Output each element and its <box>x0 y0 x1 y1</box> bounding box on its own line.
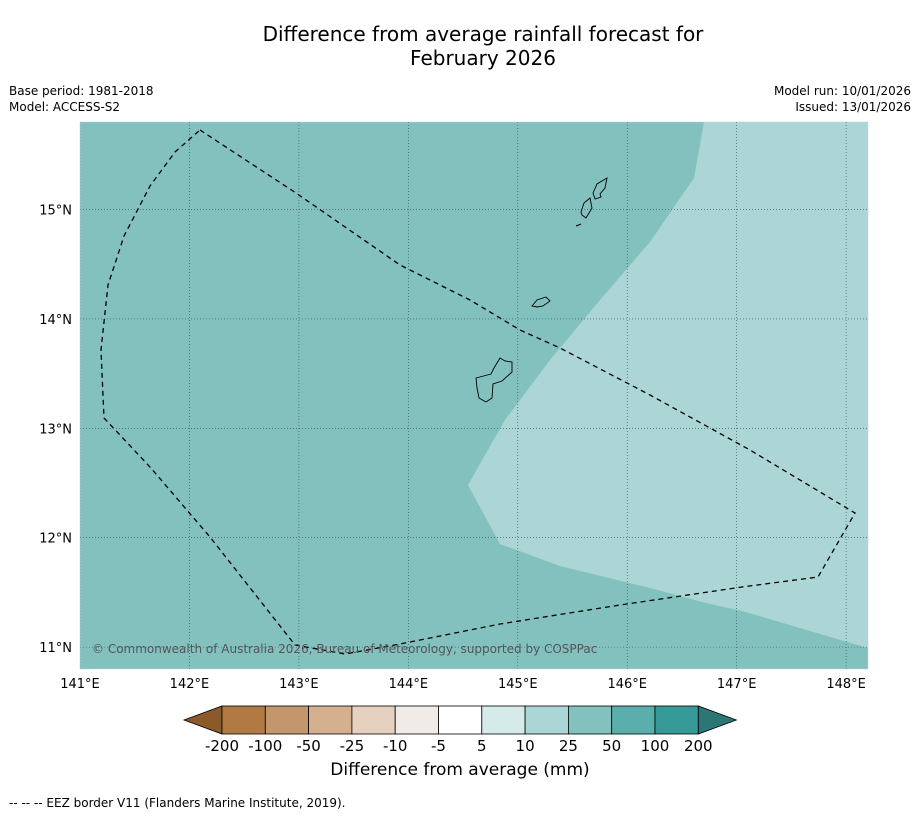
lon-tick-label: 145°E <box>498 677 538 692</box>
chart-title: Difference from average rainfall forecas… <box>0 22 919 70</box>
eez-border <box>100 129 856 655</box>
lon-tick-label: 142°E <box>170 677 210 692</box>
map-area: © Commonwealth of Australia 2026, Bureau… <box>80 122 868 669</box>
colorbar-segment <box>481 705 526 735</box>
colorbar-tick-label: 200 <box>684 737 713 755</box>
colorbar-segment <box>654 705 699 735</box>
colorbar-tick-label: 100 <box>641 737 670 755</box>
colorbar-segment <box>264 705 309 735</box>
colorbar-tick-label: -200 <box>205 737 239 755</box>
colorbar-tick-label: 50 <box>602 737 621 755</box>
anomaly-region-10-25mm <box>468 122 868 648</box>
model-run: Model run: 10/01/2026 <box>773 84 911 98</box>
colorbar-segment <box>438 705 483 735</box>
guam-island <box>475 357 513 403</box>
aguijan-island <box>575 223 582 227</box>
colorbar-tick-label: 25 <box>559 737 578 755</box>
lon-tick-label: 141°E <box>60 677 100 692</box>
copyright-text: © Commonwealth of Australia 2026, Bureau… <box>92 642 597 656</box>
lat-tick-label: 12°N <box>39 532 72 547</box>
colorbar-tick-label: -10 <box>383 737 408 755</box>
colorbar-segment <box>568 705 613 735</box>
lat-tick-label: 11°N <box>39 641 72 656</box>
colorbar-segment <box>394 705 439 735</box>
title-line-2: February 2026 <box>410 46 556 70</box>
colorbar-segment <box>524 705 569 735</box>
meta-left: Base period: 1981-2018 Model: ACCESS-S2 <box>9 83 154 115</box>
colorbar-segment <box>221 705 266 735</box>
colorbar-tick-label: -50 <box>296 737 321 755</box>
colorbar-tick-label: -5 <box>431 737 446 755</box>
colorbar-tick-label: 5 <box>477 737 487 755</box>
tinian-island <box>580 197 593 219</box>
colorbar-tick-label: -100 <box>248 737 282 755</box>
colorbar-segment <box>611 705 656 735</box>
lon-tick-label: 146°E <box>607 677 647 692</box>
colorbar-tick-label: -25 <box>340 737 365 755</box>
base-period: Base period: 1981-2018 <box>9 84 154 98</box>
colorbar-segment <box>308 705 353 735</box>
colorbar-title: Difference from average (mm) <box>330 760 590 780</box>
colorbar-extend-low <box>182 705 223 735</box>
eez-footnote: -- -- -- EEZ border V11 (Flanders Marine… <box>9 796 346 810</box>
lat-tick-label: 14°N <box>39 313 72 328</box>
colorbar-segment <box>351 705 396 735</box>
colorbar-extend-high <box>697 705 738 735</box>
lon-tick-label: 147°E <box>717 677 757 692</box>
lon-tick-label: 143°E <box>279 677 319 692</box>
model-name: Model: ACCESS-S2 <box>9 100 121 114</box>
lat-tick-label: 15°N <box>39 204 72 219</box>
grid-lines <box>80 122 868 669</box>
issued-date: Issued: 13/01/2026 <box>795 100 911 114</box>
colorbar-tick-label: 10 <box>516 737 535 755</box>
title-line-1: Difference from average rainfall forecas… <box>262 22 704 46</box>
map-figure: © Commonwealth of Australia 2026, Bureau… <box>39 121 869 755</box>
meta-right: Model run: 10/01/2026 Issued: 13/01/2026 <box>774 83 911 115</box>
map-frame <box>79 121 869 670</box>
lat-tick-label: 13°N <box>39 422 72 437</box>
longitude-labels: 141°E 142°E 143°E 144°E 145°E 146°E 147°E 148°E <box>60 677 866 692</box>
latitude-labels: 15°N 14°N 13°N 12°N 11°N <box>39 204 72 657</box>
saipan-island <box>592 177 608 200</box>
lon-tick-label: 144°E <box>389 677 429 692</box>
colorbar: -200 -100 -50 -25 -10 -5 5 10 25 50 100 200 <box>182 705 738 755</box>
lon-tick-label: 148°E <box>826 677 866 692</box>
rota-island <box>531 296 551 308</box>
